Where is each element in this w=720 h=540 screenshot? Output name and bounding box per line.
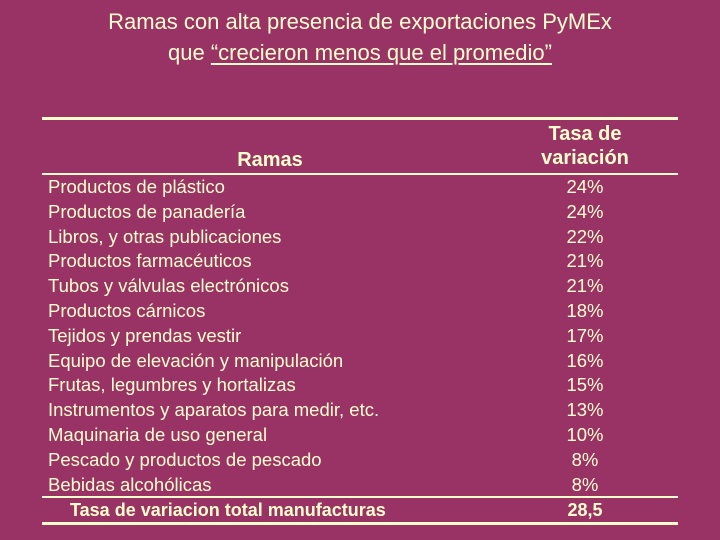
row-tasa: 21%: [566, 275, 604, 297]
table-row: Productos de panadería 24%: [48, 200, 678, 225]
table-row: Pescado y productos de pescado 8%: [48, 448, 678, 473]
table-row: Maquinaria de uso general 10%: [48, 423, 678, 448]
row-rama: Pescado y productos de pescado: [48, 448, 322, 470]
tasa-column-rule: [514, 173, 678, 175]
table-body: Productos de plástico 24% Productos de pa…: [48, 175, 678, 497]
table-row: Libros, y otras publicaciones 22%: [48, 225, 678, 250]
total-top-rule: [42, 496, 678, 498]
row-tasa: 17%: [566, 324, 604, 346]
table-row: Productos de plástico 24%: [48, 175, 678, 200]
row-rama: Productos de panadería: [48, 200, 246, 222]
header-tasa-variacion: Tasa de variación: [510, 122, 660, 170]
row-tasa: 21%: [566, 250, 604, 272]
row-rama: Libros, y otras publicaciones: [48, 225, 282, 247]
row-tasa: 18%: [566, 299, 604, 321]
header-bottom-rule: [42, 173, 678, 175]
row-tasa: 13%: [566, 399, 604, 421]
table-top-rule: [42, 117, 678, 120]
row-tasa: 15%: [566, 374, 604, 396]
title-line-2: que “crecieron menos que el promedio”: [0, 37, 720, 68]
row-rama: Productos cárnicos: [48, 299, 206, 321]
row-rama: Frutas, legumbres y hortalizas: [48, 374, 296, 396]
row-rama: Instrumentos y aparatos para medir, etc.: [48, 399, 380, 421]
header-tasa-line-1: Tasa de: [548, 123, 622, 145]
row-tasa: 10%: [566, 423, 604, 445]
table-row: Productos cárnicos 18%: [48, 299, 678, 324]
table-row: Tubos y válvulas electrónicos 21%: [48, 274, 678, 299]
slide-title: Ramas con alta presencia de exportacione…: [0, 6, 720, 68]
table-bottom-rule: [42, 522, 678, 525]
row-rama: Productos de plástico: [48, 176, 225, 197]
title-line-1: Ramas con alta presencia de exportacione…: [108, 9, 612, 34]
table-row: Tejidos y prendas vestir 17%: [48, 324, 678, 349]
header-ramas: Ramas: [237, 149, 303, 171]
title-line-2-underlined: “crecieron menos que el promedio”: [210, 40, 552, 65]
row-tasa: 22%: [566, 225, 604, 247]
row-rama: Tubos y válvulas electrónicos: [48, 275, 289, 297]
row-rama: Maquinaria de uso general: [48, 423, 268, 445]
table-row: Equipo de elevación y manipulación 16%: [48, 349, 678, 374]
table-row: Bebidas alcohólicas 8%: [48, 473, 678, 498]
table-row: Frutas, legumbres y hortalizas 15%: [48, 373, 678, 398]
table-row: Instrumentos y aparatos para medir, etc.…: [48, 398, 678, 423]
total-row: Tasa de variacion total manufacturas 28,…: [48, 497, 678, 523]
row-rama: Tejidos y prendas vestir: [48, 324, 242, 346]
row-rama: Bebidas alcohólicas: [48, 473, 212, 495]
row-tasa: 8%: [571, 473, 599, 495]
header-tasa-line-2: variación: [541, 147, 629, 169]
row-tasa: 24%: [566, 176, 604, 197]
total-label: Tasa de variacion total manufacturas: [70, 500, 386, 520]
title-line-2-prefix: que: [168, 40, 211, 65]
row-tasa: 16%: [566, 349, 604, 371]
row-tasa: 24%: [566, 200, 604, 222]
total-value: 28,5: [567, 500, 603, 520]
table-row: Productos farmacéuticos 21%: [48, 249, 678, 274]
row-rama: Productos farmacéuticos: [48, 250, 252, 272]
row-tasa: 8%: [571, 448, 599, 470]
row-rama: Equipo de elevación y manipulación: [48, 349, 344, 371]
